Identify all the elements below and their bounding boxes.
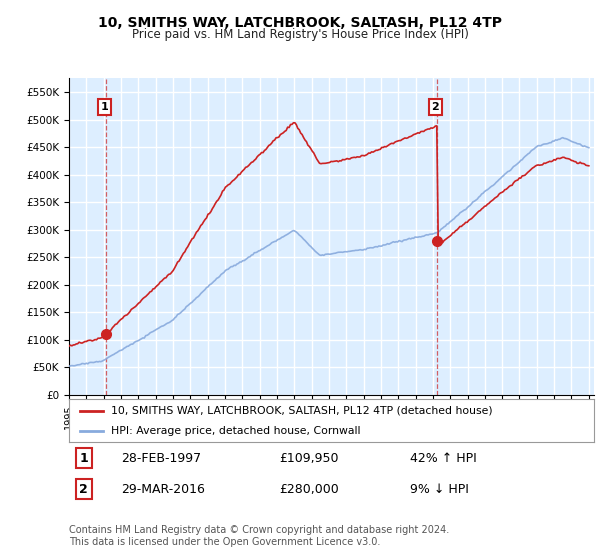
Text: 2: 2 (79, 483, 88, 496)
Text: HPI: Average price, detached house, Cornwall: HPI: Average price, detached house, Corn… (111, 427, 361, 436)
Text: £109,950: £109,950 (279, 451, 338, 465)
Text: 29-MAR-2016: 29-MAR-2016 (121, 483, 205, 496)
Text: 1: 1 (101, 102, 109, 112)
Text: 10, SMITHS WAY, LATCHBROOK, SALTASH, PL12 4TP: 10, SMITHS WAY, LATCHBROOK, SALTASH, PL1… (98, 16, 502, 30)
Text: 28-FEB-1997: 28-FEB-1997 (121, 451, 202, 465)
Text: 42% ↑ HPI: 42% ↑ HPI (410, 451, 477, 465)
Text: 9% ↓ HPI: 9% ↓ HPI (410, 483, 469, 496)
Text: £280,000: £280,000 (279, 483, 339, 496)
Text: 2: 2 (431, 102, 439, 112)
Text: Contains HM Land Registry data © Crown copyright and database right 2024.
This d: Contains HM Land Registry data © Crown c… (69, 525, 449, 547)
Text: Price paid vs. HM Land Registry's House Price Index (HPI): Price paid vs. HM Land Registry's House … (131, 28, 469, 41)
Text: 1: 1 (79, 451, 88, 465)
Text: 10, SMITHS WAY, LATCHBROOK, SALTASH, PL12 4TP (detached house): 10, SMITHS WAY, LATCHBROOK, SALTASH, PL1… (111, 406, 493, 416)
